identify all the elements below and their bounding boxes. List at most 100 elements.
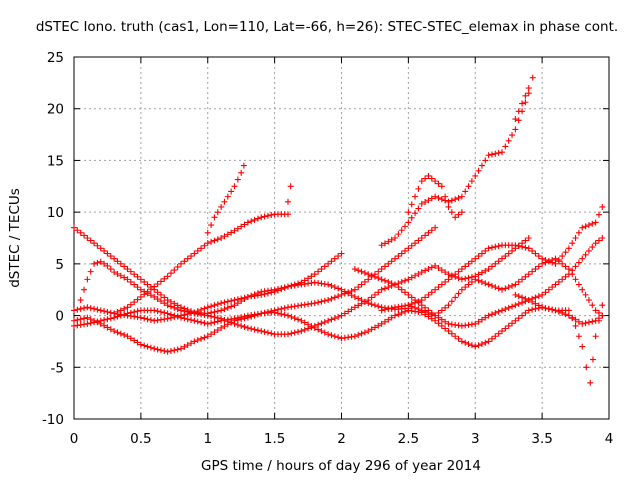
data-point xyxy=(492,333,499,340)
data-point xyxy=(478,269,485,276)
data-point xyxy=(499,307,505,314)
data-point xyxy=(422,304,429,311)
data-point xyxy=(371,324,378,331)
data-point xyxy=(458,193,465,200)
data-point xyxy=(428,195,435,202)
data-point xyxy=(107,253,114,260)
data-point xyxy=(214,327,221,334)
data-point xyxy=(71,317,77,324)
data-point xyxy=(495,149,502,156)
data-point xyxy=(589,302,596,309)
data-point xyxy=(208,331,215,338)
data-point xyxy=(201,305,208,312)
data-point xyxy=(351,304,358,311)
data-point xyxy=(428,289,435,296)
data-point xyxy=(184,255,191,262)
data-point xyxy=(587,379,594,386)
data-point xyxy=(141,315,148,322)
data-point xyxy=(472,172,479,179)
data-point xyxy=(77,229,84,236)
y-axis-label: dSTEC / TECUs xyxy=(7,188,23,288)
data-point xyxy=(331,255,338,262)
data-point xyxy=(595,237,602,244)
data-point xyxy=(599,235,606,241)
data-point xyxy=(74,316,81,323)
data-point xyxy=(402,289,409,296)
data-point xyxy=(589,356,596,363)
data-point xyxy=(191,250,198,257)
data-point xyxy=(204,240,211,247)
data-point xyxy=(395,284,402,291)
x-tick-label: 1 xyxy=(203,431,212,447)
data-point xyxy=(425,172,432,179)
data-point xyxy=(425,229,432,236)
data-point xyxy=(228,303,235,310)
data-point xyxy=(385,278,392,285)
data-point xyxy=(575,333,582,340)
data-point xyxy=(331,294,338,301)
data-point xyxy=(512,291,519,298)
data-point xyxy=(412,193,419,200)
data-point xyxy=(104,262,111,269)
data-point xyxy=(572,263,579,270)
data-point xyxy=(442,318,449,325)
data-point xyxy=(231,297,238,304)
data-point xyxy=(328,282,335,289)
data-point xyxy=(345,308,352,315)
data-point xyxy=(509,247,516,254)
data-point xyxy=(545,305,552,312)
data-point xyxy=(452,294,459,301)
data-point xyxy=(478,250,485,257)
data-point xyxy=(502,143,509,150)
data-point xyxy=(485,281,492,288)
data-point xyxy=(228,229,235,236)
data-point xyxy=(87,316,94,323)
data-point xyxy=(435,264,442,271)
data-point xyxy=(214,308,221,315)
data-point xyxy=(204,312,211,319)
data-point xyxy=(107,315,114,322)
data-point xyxy=(161,294,168,301)
data-point xyxy=(181,343,188,350)
data-point xyxy=(502,253,509,260)
data-point xyxy=(378,307,385,314)
data-point xyxy=(583,364,590,371)
data-point xyxy=(134,308,141,315)
data-point xyxy=(408,294,415,301)
data-point xyxy=(144,316,151,323)
data-point xyxy=(178,345,184,352)
data-point xyxy=(398,309,405,316)
data-point xyxy=(395,311,402,318)
y-tick-label: 15 xyxy=(47,153,64,169)
data-point xyxy=(565,312,572,319)
data-point xyxy=(425,266,432,273)
data-point xyxy=(475,253,482,260)
data-point xyxy=(422,294,429,301)
data-point xyxy=(445,203,452,210)
data-point xyxy=(405,245,412,252)
data-point xyxy=(101,308,108,315)
series-sat-j xyxy=(512,74,536,123)
data-point xyxy=(101,260,108,267)
data-point xyxy=(131,299,138,306)
data-point xyxy=(368,301,375,308)
data-point xyxy=(485,152,492,159)
data-point xyxy=(188,310,195,317)
data-point xyxy=(432,193,439,200)
data-point xyxy=(341,310,348,317)
data-point xyxy=(258,328,265,335)
data-point xyxy=(385,316,392,323)
data-point xyxy=(181,311,188,318)
series-sat-n xyxy=(512,291,606,386)
data-point xyxy=(388,305,395,312)
data-point xyxy=(211,308,218,315)
data-point xyxy=(415,299,422,306)
data-point xyxy=(141,278,148,285)
data-point xyxy=(91,305,98,312)
data-point xyxy=(301,326,308,333)
data-point xyxy=(445,302,452,309)
data-point xyxy=(325,317,332,324)
data-point xyxy=(442,325,449,332)
data-point xyxy=(251,216,258,223)
data-point xyxy=(398,278,405,285)
